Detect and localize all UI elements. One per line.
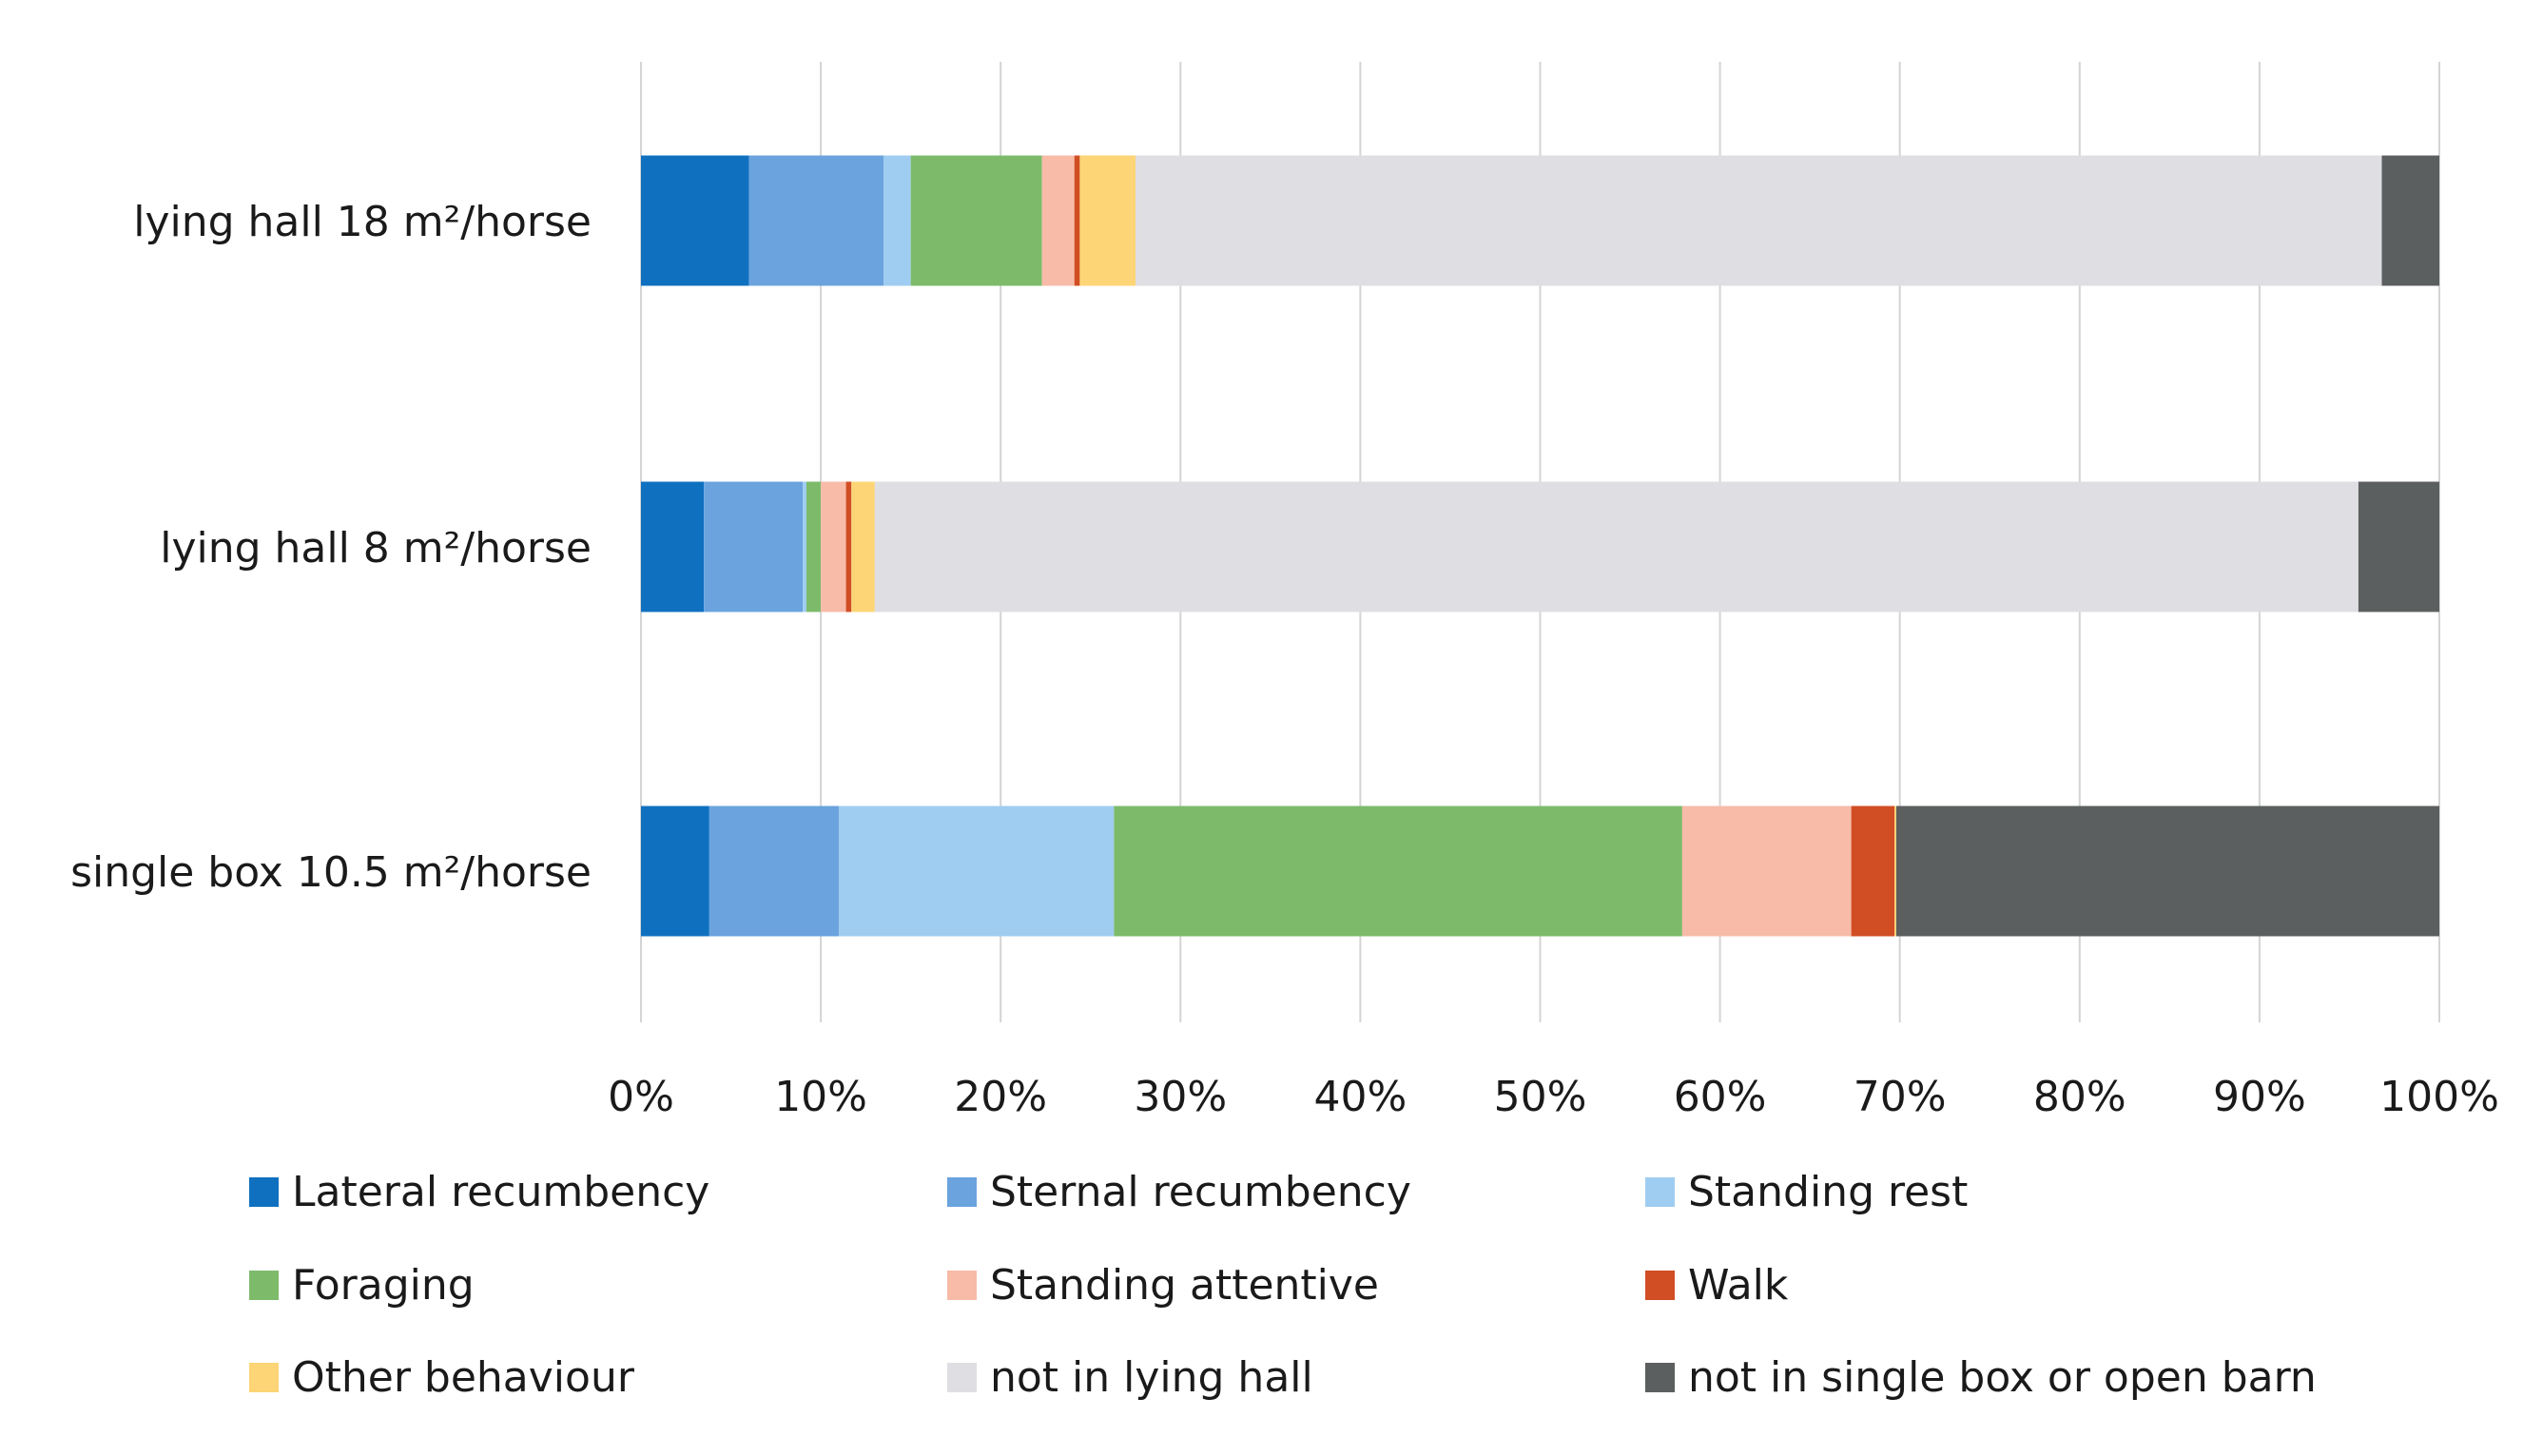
legend-label: Lateral recumbency — [292, 1168, 710, 1216]
x-tick-label: 90% — [2213, 1073, 2306, 1121]
bar-segment — [1681, 806, 1852, 937]
x-tick-labels: 0% 10% 20% 30% 40% 50% 60% 70% 80% 90% 100% — [608, 1073, 2499, 1121]
category-label: single box 10.5 m²/horse — [70, 848, 592, 897]
x-tick-label: 0% — [608, 1073, 674, 1121]
legend-swatch — [1645, 1363, 1675, 1392]
bar-segment — [806, 481, 822, 612]
bar-segment — [839, 806, 1115, 937]
legend-label: not in single box or open barn — [1688, 1353, 2317, 1402]
legend-item: Standing attentive — [947, 1261, 1379, 1310]
category-label: lying hall 8 m²/horse — [160, 524, 592, 573]
legend-swatch — [249, 1363, 279, 1392]
bar-segment — [1074, 155, 1080, 286]
legend-item: Sternal recumbency — [947, 1168, 1411, 1216]
bar-segment — [1851, 806, 1895, 937]
bar-segment — [910, 155, 1042, 286]
legend-item: Lateral recumbency — [249, 1168, 709, 1216]
x-tick-label: 30% — [1134, 1073, 1227, 1121]
bar-segment — [883, 155, 911, 286]
legend-label: Walk — [1688, 1261, 1789, 1310]
x-tick-label: 100% — [2379, 1073, 2499, 1121]
legend-swatch — [249, 1271, 279, 1300]
legend-swatch — [1645, 1271, 1675, 1300]
bar-segment — [1136, 155, 2382, 286]
bar-segment — [1895, 806, 2439, 937]
x-tick-label: 50% — [1494, 1073, 1587, 1121]
bar-segment — [874, 481, 2359, 612]
legend-label: Standing rest — [1688, 1168, 1969, 1216]
bar-segment — [821, 481, 846, 612]
legend-item: Standing rest — [1645, 1168, 1968, 1216]
legend-label: not in lying hall — [990, 1353, 1313, 1402]
bar-segment — [709, 806, 840, 937]
x-tick-label: 60% — [1674, 1073, 1767, 1121]
legend-label: Standing attentive — [990, 1261, 1379, 1310]
legend-swatch — [947, 1177, 977, 1207]
legend-item: Other behaviour — [249, 1353, 634, 1402]
legend-swatch — [249, 1177, 279, 1207]
bar-segment — [1079, 155, 1136, 286]
legend-item: Walk — [1645, 1261, 1788, 1310]
legend-item: not in lying hall — [947, 1353, 1313, 1402]
legend-swatch — [947, 1363, 977, 1392]
legend-item: not in single box or open barn — [1645, 1353, 2317, 1402]
legend-item: Foraging — [249, 1261, 475, 1310]
legend-label: Other behaviour — [292, 1353, 634, 1402]
bar-segment — [641, 155, 749, 286]
bar-segment — [2381, 155, 2439, 286]
bars — [641, 155, 2439, 937]
x-tick-label: 70% — [1854, 1073, 1947, 1121]
legend-label: Sternal recumbency — [990, 1168, 1411, 1216]
x-tick-label: 80% — [2033, 1073, 2126, 1121]
bar-segment — [2358, 481, 2439, 612]
bar-segment — [845, 481, 852, 612]
legend-swatch — [1645, 1177, 1675, 1207]
category-label: lying hall 18 m²/horse — [133, 198, 592, 246]
legend-label: Foraging — [292, 1261, 475, 1310]
legend-swatch — [947, 1271, 977, 1300]
bar-segment — [803, 481, 806, 612]
bar-segment — [748, 155, 884, 286]
x-tick-label: 20% — [954, 1073, 1047, 1121]
bar-segment — [641, 806, 709, 937]
x-tick-label: 10% — [774, 1073, 867, 1121]
bar-segment — [641, 481, 705, 612]
bar-segment — [1114, 806, 1682, 937]
bar-segment — [1894, 806, 1896, 937]
bar-segment — [704, 481, 804, 612]
category-labels: lying hall 18 m²/horse lying hall 8 m²/ho… — [70, 198, 592, 897]
bar-segment — [851, 481, 875, 612]
bar-segment — [1041, 155, 1075, 286]
x-tick-label: 40% — [1314, 1073, 1407, 1121]
